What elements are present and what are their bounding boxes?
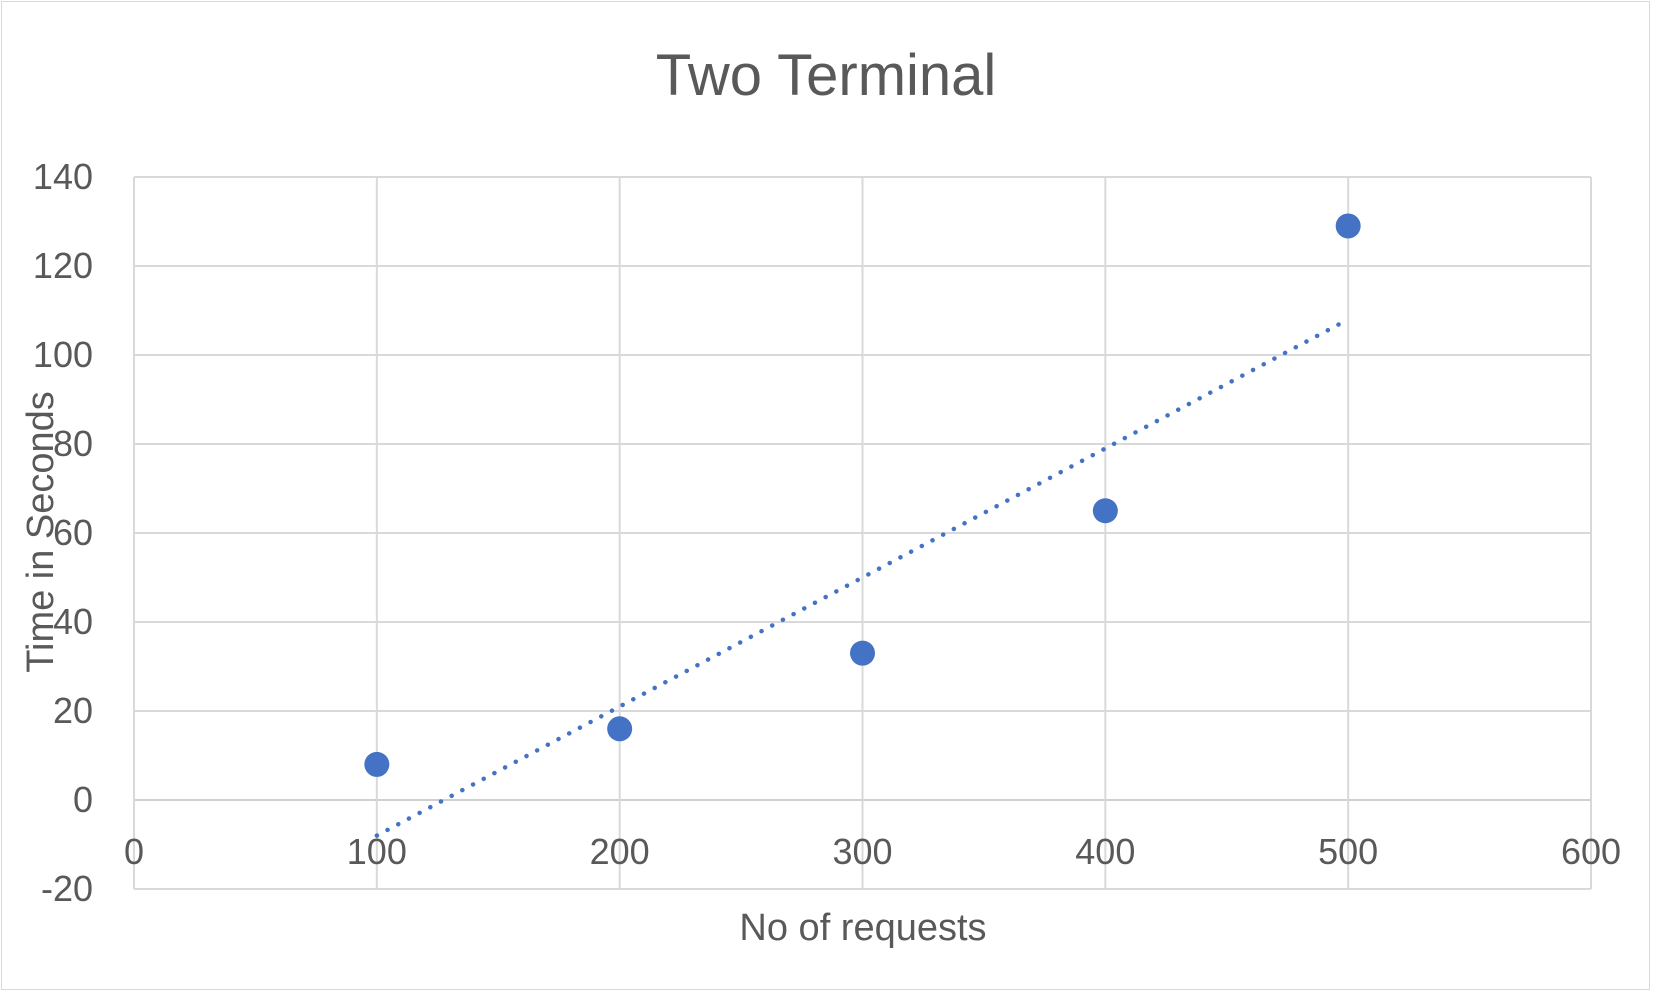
y-tick-label: 120 — [33, 245, 93, 286]
x-tick-label: 300 — [832, 831, 892, 872]
trendline — [374, 317, 1351, 838]
data-point — [850, 640, 875, 666]
y-tick-label: 60 — [53, 512, 93, 553]
data-points — [364, 213, 1361, 777]
chart-title: Two Terminal — [656, 43, 997, 108]
y-tick-label: 80 — [53, 423, 93, 464]
y-axis-label: Time in Seconds — [20, 391, 62, 673]
data-point — [1335, 213, 1361, 239]
y-tick-label: 100 — [33, 334, 93, 375]
y-tick-label: 0 — [73, 779, 93, 820]
trendline-path — [374, 317, 1351, 838]
x-tick-label: 200 — [590, 831, 650, 872]
x-tick-label: 0 — [124, 831, 144, 872]
y-tick-label: 140 — [33, 156, 93, 197]
data-point — [607, 716, 633, 742]
data-point — [364, 751, 390, 777]
y-tick-label: 40 — [53, 601, 93, 642]
x-axis-label: No of requests — [739, 907, 986, 949]
y-axis-ticks: -20 0 20 40 60 80 100 120 140 — [33, 156, 93, 909]
x-axis-ticks: 0 100 200 300 400 500 600 — [124, 831, 1621, 872]
gridlines — [133, 176, 1592, 890]
x-tick-label: 400 — [1075, 831, 1135, 872]
y-tick-label: 20 — [53, 690, 93, 731]
data-point — [1092, 498, 1118, 524]
x-tick-label: 500 — [1318, 831, 1378, 872]
y-tick-label: -20 — [41, 868, 93, 909]
x-tick-label: 600 — [1561, 831, 1621, 872]
